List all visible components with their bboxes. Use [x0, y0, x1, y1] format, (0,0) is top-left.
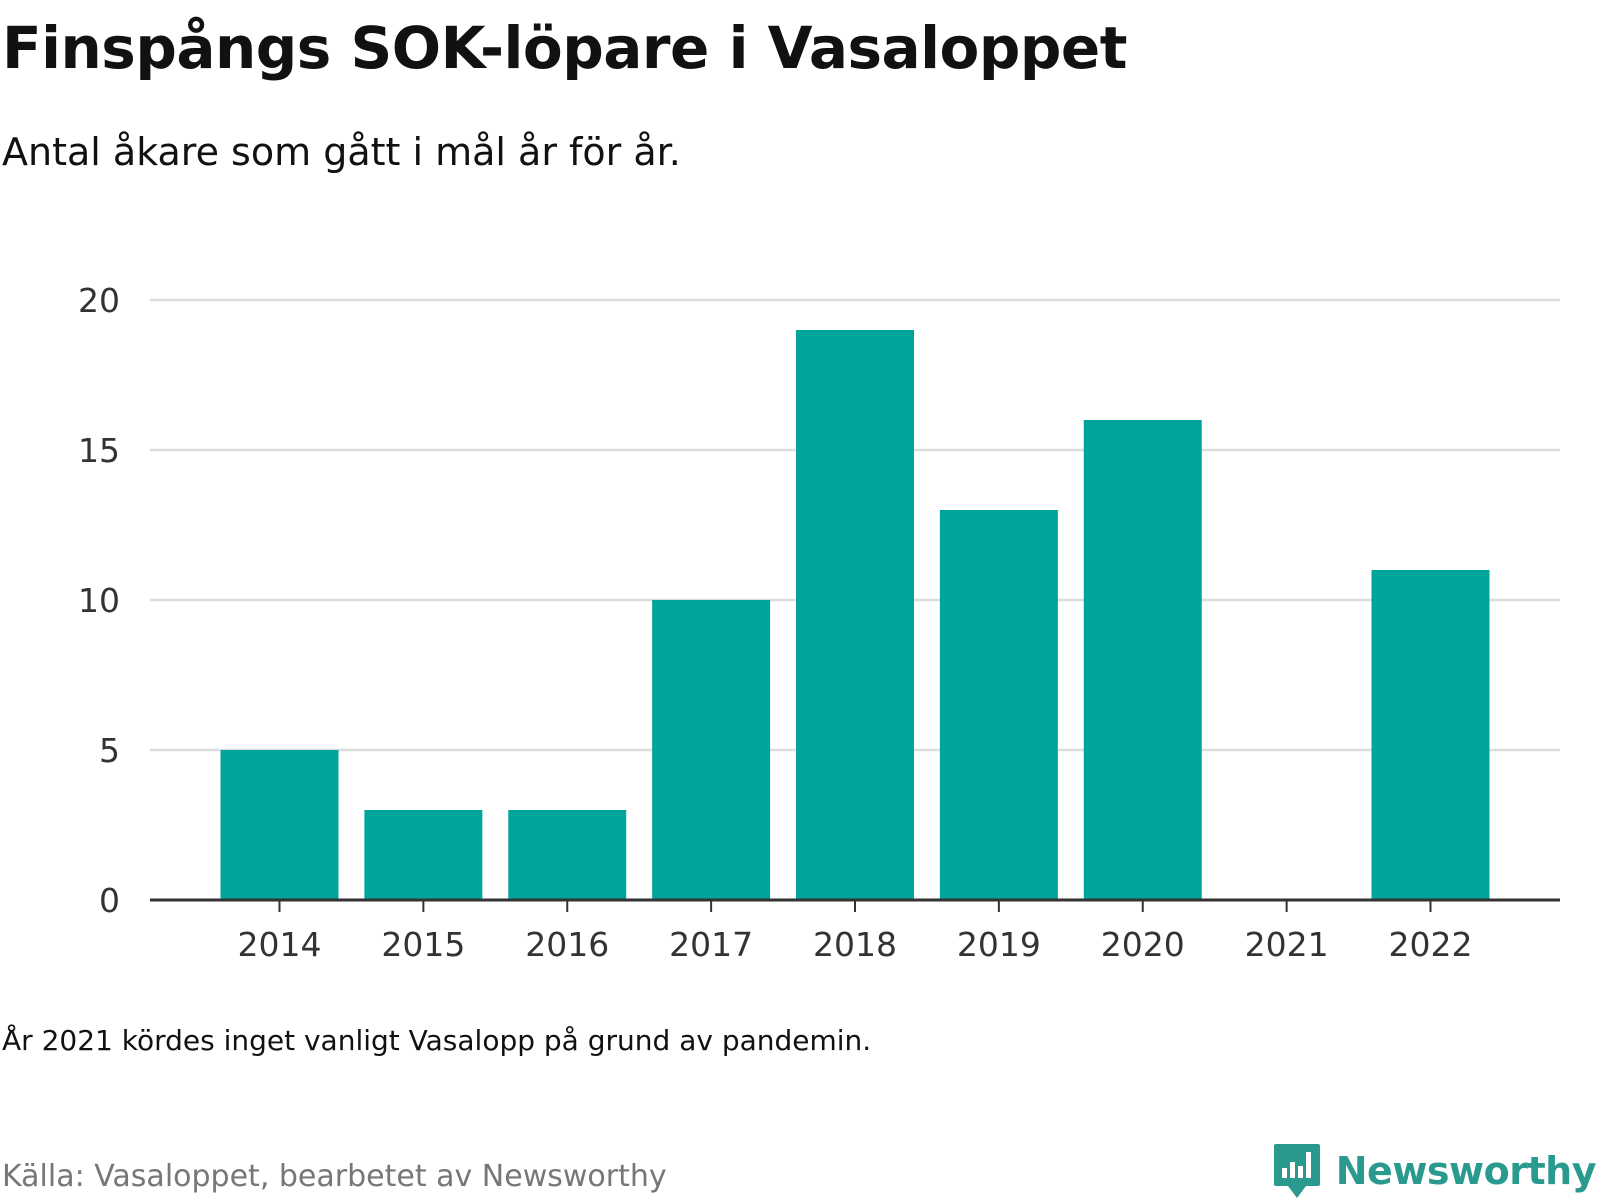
- x-tick-label: 2022: [1389, 925, 1473, 964]
- y-tick-label: 10: [78, 581, 120, 620]
- bar: [1083, 420, 1202, 900]
- y-tick-label: 5: [99, 731, 120, 770]
- chart-title: Finspångs SOK-löpare i Vasaloppet: [2, 14, 1127, 82]
- bar: [364, 810, 483, 900]
- brand-name: Newsworthy: [1335, 1149, 1597, 1193]
- bar: [652, 600, 771, 900]
- newsworthy-logo-icon: [1273, 1144, 1320, 1198]
- x-tick-label: 2019: [957, 925, 1041, 964]
- brand: Newsworthy: [1272, 1142, 1597, 1200]
- x-tick-label: 2020: [1101, 925, 1185, 964]
- x-tick-label: 2021: [1245, 925, 1329, 964]
- x-tick-label: 2018: [813, 925, 897, 964]
- x-tick-label: 2016: [525, 925, 609, 964]
- bar: [796, 330, 914, 900]
- bars: [220, 330, 1490, 900]
- bar: [220, 750, 339, 900]
- chart-subtitle: Antal åkare som gått i mål år för år.: [2, 130, 681, 174]
- bar: [939, 510, 1058, 900]
- y-tick-label: 20: [78, 281, 120, 320]
- source-credit: Källa: Vasaloppet, bearbetet av Newswort…: [2, 1159, 667, 1194]
- y-tick-label: 15: [78, 431, 120, 470]
- footnote: År 2021 kördes inget vanligt Vasalopp på…: [2, 1024, 872, 1057]
- bar: [508, 810, 627, 900]
- y-tick-label: 0: [99, 881, 120, 920]
- bar: [1371, 570, 1490, 900]
- bar-chart: 0 5 10 15 20 2014 2015 2016 2017 2018 2019 2020 2021…: [78, 281, 1560, 964]
- x-tick-label: 2014: [237, 925, 321, 964]
- axes: [150, 898, 1560, 912]
- x-tick-label: 2017: [669, 925, 753, 964]
- x-tick-label: 2015: [381, 925, 465, 964]
- tick-labels: 0 5 10 15 20 2014 2015 2016 2017 2018 2019 2020 2021…: [78, 281, 1473, 964]
